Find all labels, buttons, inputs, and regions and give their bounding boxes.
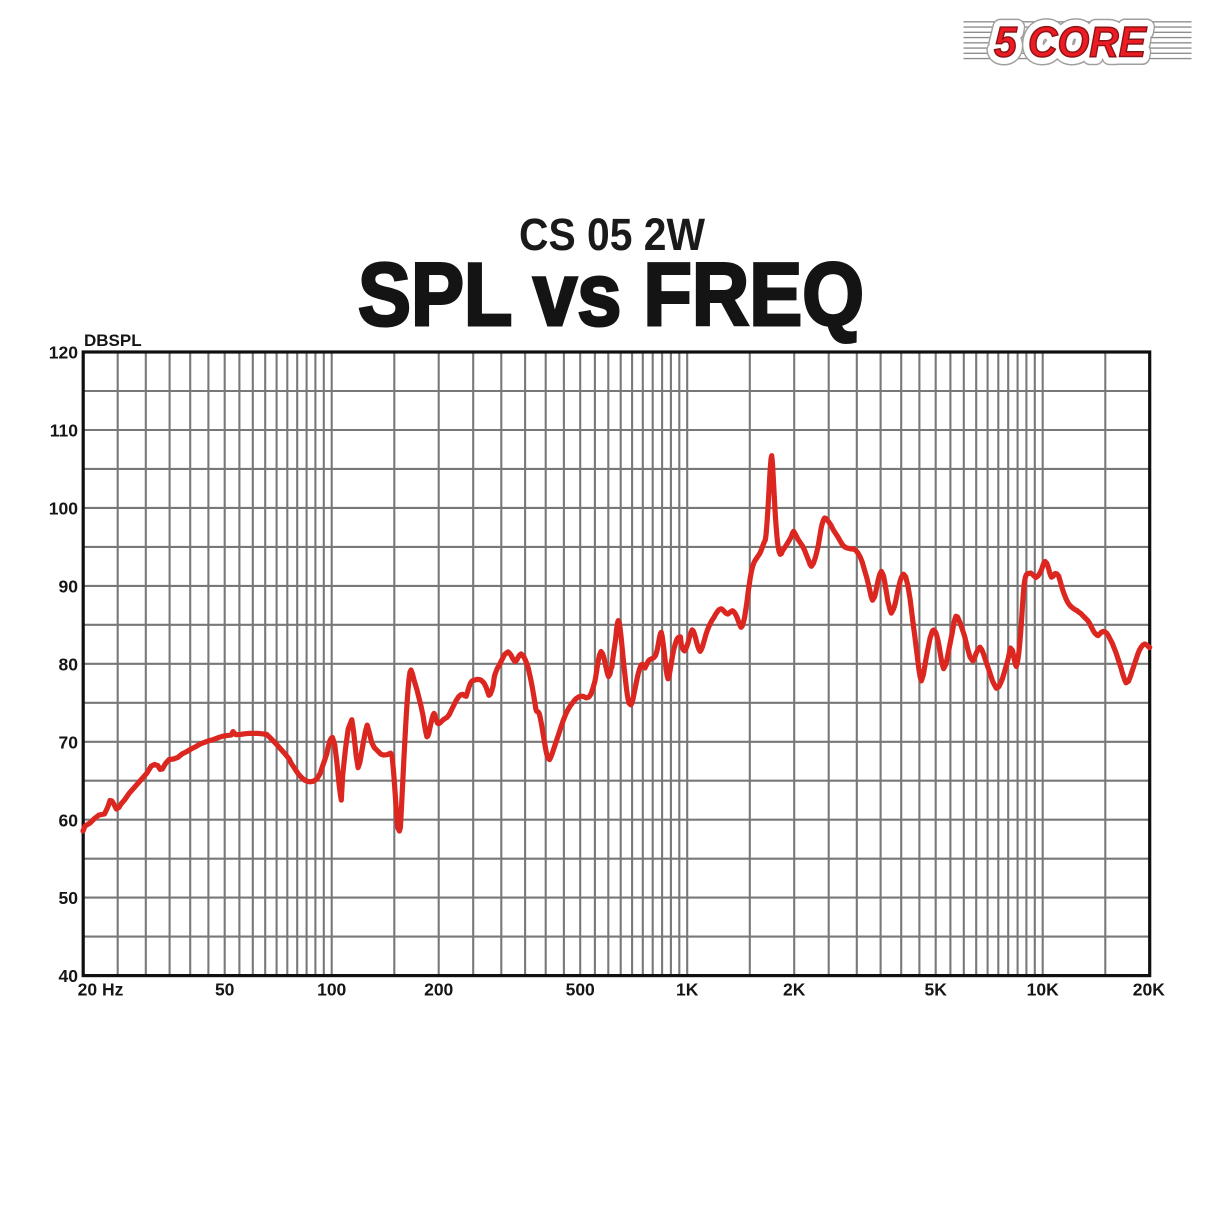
svg-text:5 CORE: 5 CORE [994,19,1147,67]
svg-text:500: 500 [566,980,595,1000]
svg-text:CS 05 2W: CS 05 2W [519,209,705,260]
svg-text:200: 200 [424,980,453,1000]
svg-text:20K: 20K [1133,980,1165,1000]
svg-text:10K: 10K [1027,980,1059,1000]
svg-text:5 CORE: 5 CORE [994,19,1147,67]
svg-text:5 CORE: 5 CORE [994,19,1147,67]
svg-text:40: 40 [59,966,79,986]
svg-text:100: 100 [317,980,346,1000]
svg-text:100: 100 [49,499,78,519]
svg-text:2K: 2K [783,980,806,1000]
svg-text:SPL vs FREQ: SPL vs FREQ [358,244,864,344]
svg-text:50: 50 [59,888,79,908]
svg-text:70: 70 [59,732,79,752]
svg-text:90: 90 [59,577,79,597]
svg-text:80: 80 [59,654,79,674]
svg-text:DBSPL: DBSPL [84,331,142,350]
svg-text:110: 110 [50,421,78,441]
svg-text:1K: 1K [676,980,699,1000]
svg-text:60: 60 [59,810,79,830]
svg-text:120: 120 [49,343,78,363]
svg-text:50: 50 [215,980,235,1000]
svg-text:5K: 5K [925,980,948,1000]
svg-text:20 Hz: 20 Hz [78,980,124,1000]
